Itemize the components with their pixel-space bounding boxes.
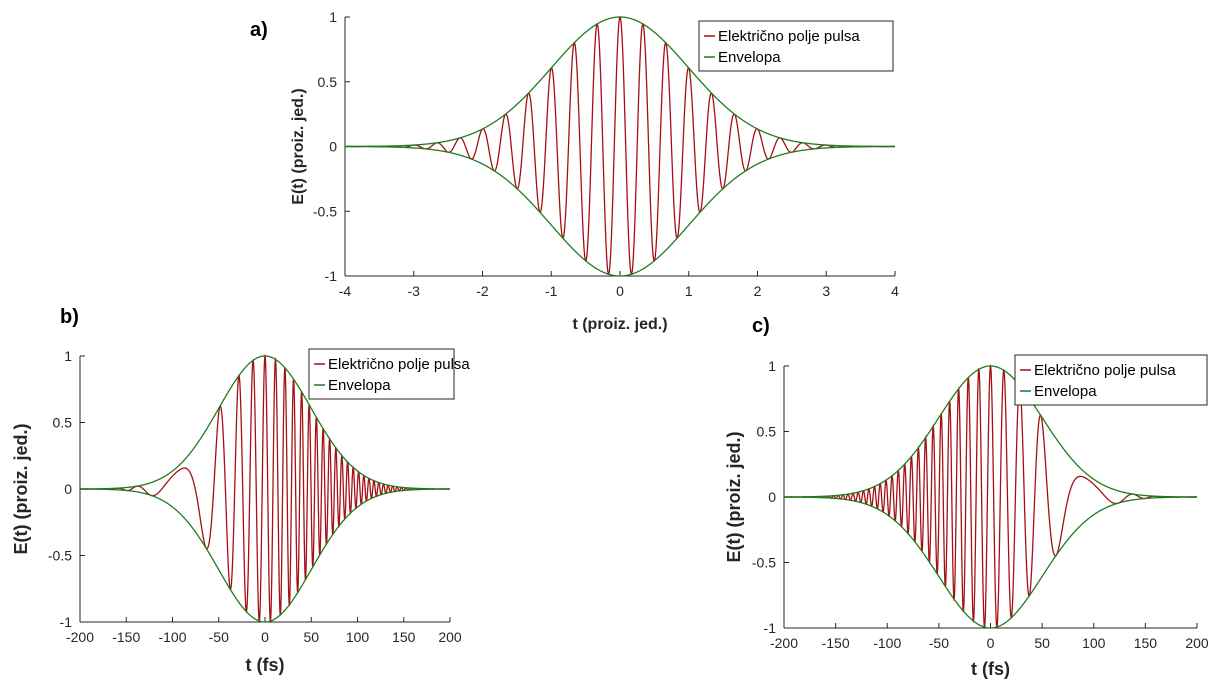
legend-entry: Električno polje pulsa [1034, 362, 1176, 379]
x-tick-label: -2 [476, 283, 489, 299]
x-axis-label: t (fs) [971, 659, 1010, 679]
x-tick-label: -150 [112, 629, 140, 645]
x-tick-label: 50 [1034, 635, 1050, 651]
x-tick-label: -100 [873, 635, 901, 651]
x-tick-label: 50 [303, 629, 319, 645]
chart-panel-b: b) -200 -150 -100 -50 0 50 100 150 200 -1 -0.5 0 0.5 1… [11, 306, 470, 675]
x-tick-label: 0 [616, 283, 624, 299]
x-axis-label: t (fs) [246, 655, 285, 675]
legend: Električno polje pulsa Envelopa [1014, 354, 1208, 406]
panel-label: c) [752, 315, 770, 337]
y-axis-label: E(t) (proiz. jed.) [724, 432, 744, 563]
x-tick-label: 4 [891, 283, 899, 299]
x-axis-label: t (proiz. jed.) [572, 316, 667, 333]
series-line-envelope-lower [784, 496, 1197, 629]
x-tick-label: 200 [1185, 635, 1209, 651]
panel-label: b) [60, 306, 79, 328]
chart-panel-a: a) -4 -3 -2 -1 0 1 2 3 4 -1 -0.5 0 0.5 1 t (proiz. jed.… [250, 9, 899, 333]
y-tick-label: 0.5 [53, 415, 73, 431]
x-tick-label: 0 [261, 629, 269, 645]
legend-entry: Envelopa [718, 49, 781, 66]
y-tick-label: -1 [60, 614, 73, 630]
x-tick-label: 150 [1134, 635, 1158, 651]
legend-entry: Envelopa [328, 377, 391, 394]
series-line-envelope-lower [345, 145, 895, 277]
legend: Električno polje pulsa Envelopa [698, 20, 894, 72]
y-tick-label: 0.5 [757, 424, 777, 440]
y-tick-label: -0.5 [48, 548, 72, 564]
y-tick-label: -1 [764, 620, 777, 636]
series-line-envelope-upper [79, 355, 451, 490]
y-tick-label: -1 [325, 268, 338, 284]
x-tick-label: 2 [754, 283, 762, 299]
y-tick-label: -0.5 [313, 203, 337, 219]
x-tick-label: 1 [685, 283, 693, 299]
legend-entry: Električno polje pulsa [328, 356, 470, 373]
y-tick-label: 1 [64, 348, 72, 364]
y-tick-label: 1 [329, 9, 337, 25]
y-tick-label: 0 [768, 489, 776, 505]
x-tick-label: -50 [929, 635, 949, 651]
x-tick-label: 150 [392, 629, 416, 645]
y-axis-label: E(t) (proiz. jed.) [11, 424, 31, 555]
series-line-envelope-upper [345, 16, 895, 148]
x-tick-label: 100 [1082, 635, 1106, 651]
x-tick-label: 0 [987, 635, 995, 651]
x-tick-label: 3 [822, 283, 830, 299]
legend-entry: Envelopa [1034, 383, 1097, 400]
y-tick-label: 0 [329, 139, 337, 155]
y-axis-label: E(t) (proiz. jed.) [290, 88, 307, 204]
y-tick-label: 0 [64, 481, 72, 497]
legend-box [1014, 354, 1208, 406]
x-tick-label: 200 [438, 629, 462, 645]
legend-entry: Električno polje pulsa [718, 28, 860, 45]
x-tick-label: -200 [770, 635, 798, 651]
legend-box [308, 348, 455, 400]
y-tick-label: 1 [768, 358, 776, 374]
x-tick-label: -200 [66, 629, 94, 645]
x-tick-label: -4 [339, 283, 352, 299]
series-line-envelope-upper [784, 365, 1197, 498]
y-tick-label: 0.5 [318, 74, 338, 90]
x-tick-label: -50 [209, 629, 229, 645]
legend: Električno polje pulsa Envelopa [308, 348, 470, 400]
x-tick-label: -3 [408, 283, 421, 299]
panel-label: a) [250, 19, 268, 41]
x-tick-label: 100 [346, 629, 370, 645]
x-tick-label: -150 [822, 635, 850, 651]
y-tick-label: -0.5 [752, 555, 776, 571]
x-tick-label: -100 [158, 629, 186, 645]
x-tick-label: -1 [545, 283, 558, 299]
chart-panel-c: c) -200 -150 -100 -50 0 50 100 150 200 -1 -0.5 0 0.5 1… [724, 315, 1209, 679]
legend-box [698, 20, 894, 72]
series-line-envelope-lower [79, 488, 451, 623]
